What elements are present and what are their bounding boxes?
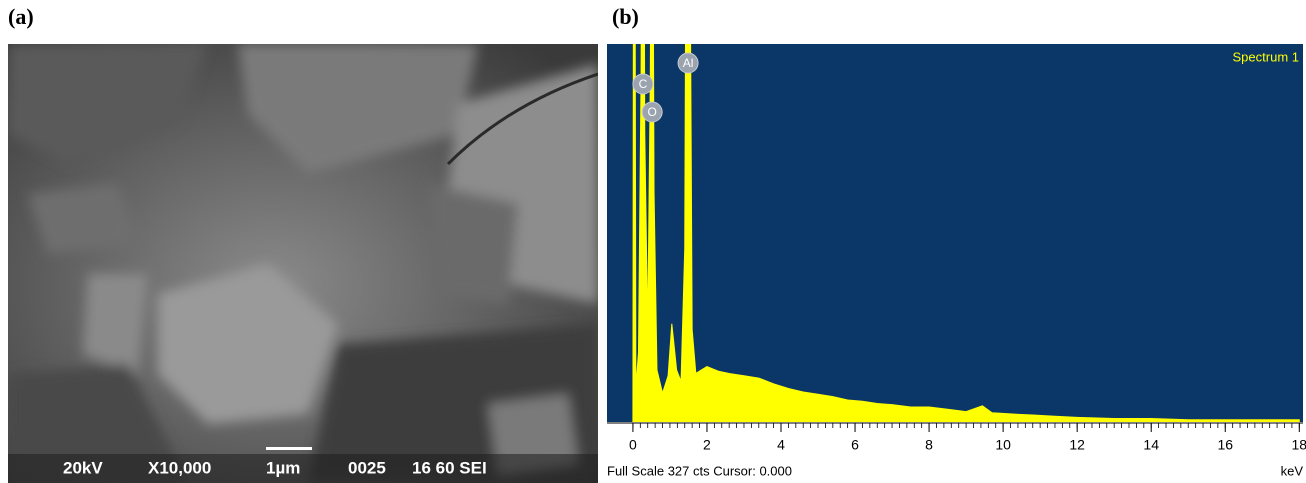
x-tick-label: 0 (629, 437, 637, 453)
x-tick-label: 12 (1069, 437, 1085, 453)
spectrum-title: Spectrum 1 (1233, 49, 1299, 64)
x-tick-label: 8 (925, 437, 933, 453)
scale-bar (266, 447, 312, 450)
x-tick-label: 16 (1217, 437, 1233, 453)
x-tick-label: 10 (995, 437, 1011, 453)
peak-label: Al (683, 56, 694, 70)
peak-marker (641, 101, 663, 123)
plot-content (632, 44, 1300, 422)
sem-info: 20kV (63, 458, 103, 477)
sem-info: 16 60 SEI (412, 458, 487, 477)
peak-marker (677, 52, 699, 74)
peak-label: C (639, 77, 648, 91)
plot-background (607, 44, 1303, 422)
x-tick-label: 4 (777, 437, 785, 453)
peak-label: O (647, 105, 656, 119)
footer: Full Scale 327 cts Cursor: 0.000 (607, 463, 792, 478)
peak-marker (632, 73, 654, 95)
x-tick-label: 18 (1292, 437, 1306, 453)
x-tick-label: 6 (851, 437, 859, 453)
x-tick-label: 2 (703, 437, 711, 453)
sem-info: 0025 (348, 458, 386, 477)
x-tick-label: 14 (1143, 437, 1159, 453)
panel-label: (b) (612, 4, 639, 29)
spectrum-area (632, 44, 1300, 422)
panel-label: (a) (8, 4, 34, 29)
sem-info: 1µm (266, 458, 300, 477)
x-axis-label: keV (1281, 463, 1304, 478)
sem-image: 20kV X10,000 1µm 0025 16 60 SEI (8, 44, 598, 483)
sem-info: X10,000 (148, 458, 211, 477)
